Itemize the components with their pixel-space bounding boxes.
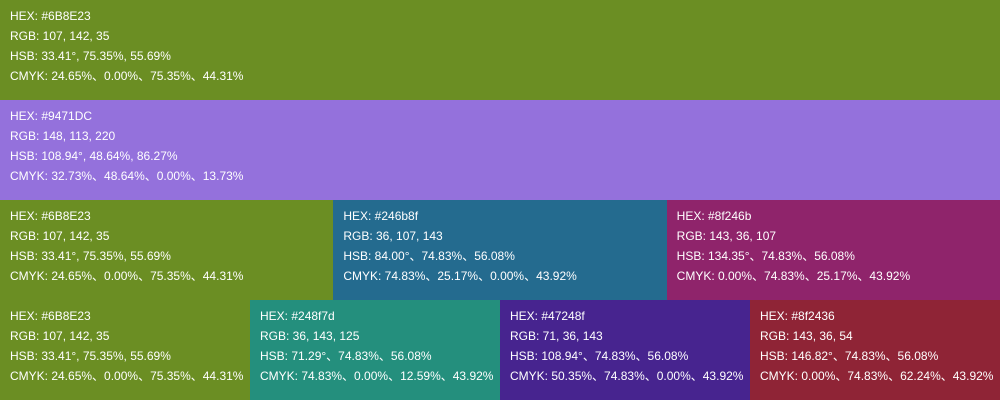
color-value: HSB: 84.00°、74.83%、56.08% bbox=[343, 249, 515, 263]
color-swatch: HEX: #47248f RGB: 71, 36, 143 HSB: 108.94°… bbox=[500, 300, 750, 400]
color-value: RGB: 143, 36, 107 bbox=[676, 229, 777, 243]
color-value: RGB: 148, 113, 220 bbox=[10, 129, 116, 143]
color-value: CMYK: 32.73%、48.64%、0.00%、13.73% bbox=[10, 169, 244, 183]
color-value: HSB: 108.94°, 48.64%, 86.27% bbox=[10, 149, 178, 163]
color-value: CMYK: 74.83%、25.17%、0.00%、43.92% bbox=[343, 269, 577, 283]
color-value: HSB: 33.41°, 75.35%, 55.69% bbox=[10, 49, 171, 63]
color-value: HEX: #8f2436 bbox=[760, 309, 835, 323]
color-value: CMYK: 50.35%、74.83%、0.00%、43.92% bbox=[510, 369, 744, 383]
swatch-row: HEX: #6B8E23 RGB: 107, 142, 35 HSB: 33.41°… bbox=[0, 200, 1000, 300]
color-value: RGB: 143, 36, 54 bbox=[760, 329, 853, 343]
color-value: RGB: 107, 142, 35 bbox=[10, 29, 110, 43]
swatch-row: HEX: #9471DC RGB: 148, 113, 220 HSB: 108.9… bbox=[0, 100, 1000, 200]
color-value: CMYK: 24.65%、0.00%、75.35%、44.31% bbox=[10, 269, 244, 283]
color-value: HEX: #246b8f bbox=[343, 209, 419, 223]
color-swatch: HEX: #246b8f RGB: 36, 107, 143 HSB: 84.00°… bbox=[333, 200, 667, 300]
color-swatch: HEX: #8f246b RGB: 143, 36, 107 HSB: 134.35… bbox=[666, 200, 1000, 300]
color-value: HEX: #8f246b bbox=[676, 209, 752, 223]
color-value: CMYK: 74.83%、0.00%、12.59%、43.92% bbox=[260, 369, 494, 383]
color-value: CMYK: 24.65%、0.00%、75.35%、44.31% bbox=[10, 69, 244, 83]
color-value: HEX: #248f7d bbox=[260, 309, 335, 323]
color-value: RGB: 71, 36, 143 bbox=[510, 329, 603, 343]
color-value: HSB: 33.41°, 75.35%, 55.69% bbox=[10, 249, 171, 263]
color-value: HSB: 71.29°、74.83%、56.08% bbox=[260, 349, 432, 363]
color-value: HEX: #9471DC bbox=[10, 109, 93, 123]
color-value: RGB: 107, 142, 35 bbox=[10, 329, 110, 343]
color-swatch: HEX: #6B8E23 RGB: 107, 142, 35 HSB: 33.41°… bbox=[0, 300, 250, 400]
color-swatch: HEX: #9471DC RGB: 148, 113, 220 HSB: 108.9… bbox=[0, 100, 1000, 200]
color-value: HSB: 108.94°、74.83%、56.08% bbox=[510, 349, 689, 363]
color-value: HSB: 33.41°, 75.35%, 55.69% bbox=[10, 349, 171, 363]
color-value: RGB: 107, 142, 35 bbox=[10, 229, 110, 243]
color-value: HEX: #6B8E23 bbox=[10, 309, 91, 323]
color-value: HEX: #47248f bbox=[510, 309, 585, 323]
color-value: RGB: 36, 107, 143 bbox=[343, 229, 443, 243]
color-value: CMYK: 0.00%、74.83%、62.24%、43.92% bbox=[760, 369, 994, 383]
color-value: HSB: 134.35°、74.83%、56.08% bbox=[676, 249, 855, 263]
color-value: CMYK: 0.00%、74.83%、25.17%、43.92% bbox=[676, 269, 911, 283]
swatch-row: HEX: #6B8E23 RGB: 107, 142, 35 HSB: 33.41°… bbox=[0, 0, 1000, 100]
color-value: CMYK: 24.65%、0.00%、75.35%、44.31% bbox=[10, 369, 244, 383]
color-value: RGB: 36, 143, 125 bbox=[260, 329, 360, 343]
color-swatch: HEX: #248f7d RGB: 36, 143, 125 HSB: 71.29°… bbox=[250, 300, 500, 400]
color-value: HEX: #6B8E23 bbox=[10, 209, 91, 223]
color-value: HSB: 146.82°、74.83%、56.08% bbox=[760, 349, 939, 363]
color-swatch: HEX: #6B8E23 RGB: 107, 142, 35 HSB: 33.41°… bbox=[0, 0, 1000, 100]
color-swatch: HEX: #8f2436 RGB: 143, 36, 54 HSB: 146.82°… bbox=[750, 300, 1000, 400]
swatch-row: HEX: #6B8E23 RGB: 107, 142, 35 HSB: 33.41°… bbox=[0, 300, 1000, 400]
color-swatch: HEX: #6B8E23 RGB: 107, 142, 35 HSB: 33.41°… bbox=[0, 200, 334, 300]
color-value: HEX: #6B8E23 bbox=[10, 9, 91, 23]
